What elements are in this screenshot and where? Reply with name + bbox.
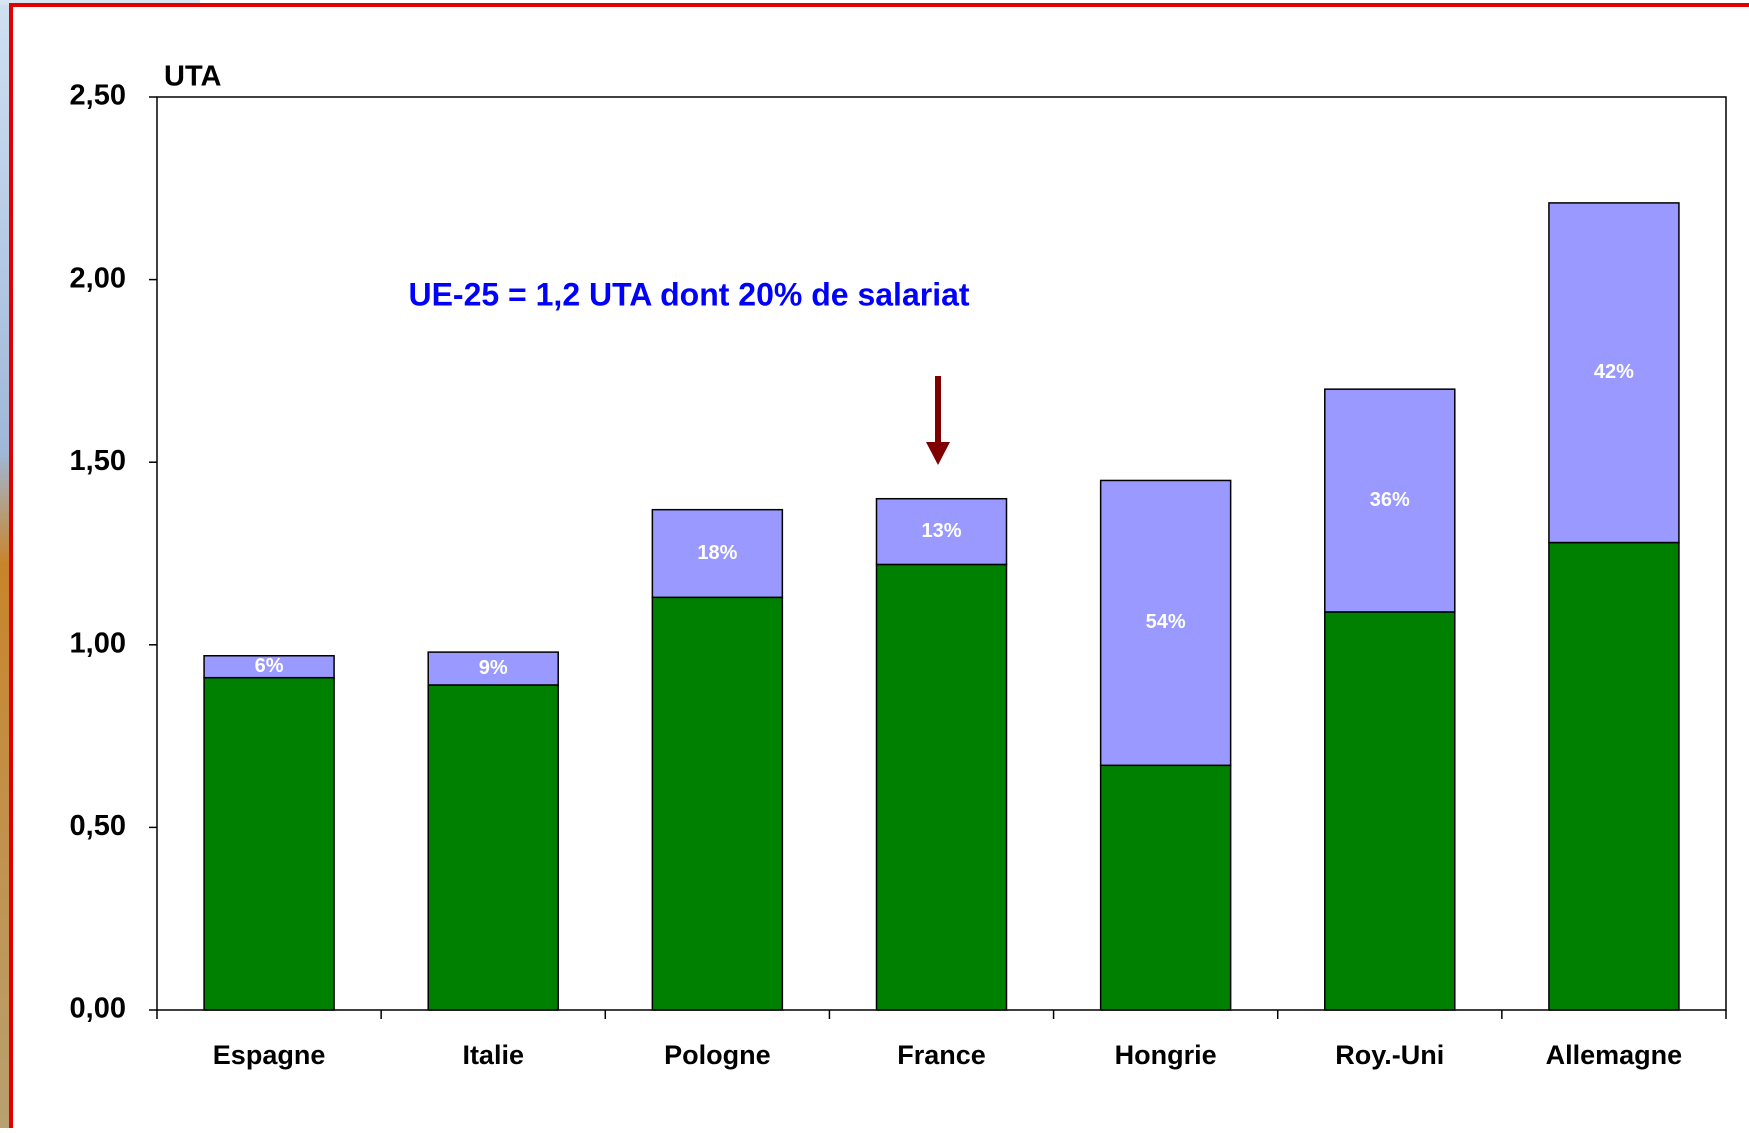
x-tick-label: Espagne xyxy=(213,1040,326,1070)
annotation: UE-25 = 1,2 UTA dont 20% de salariat xyxy=(408,276,969,312)
y-tick-label: 2,00 xyxy=(70,262,126,294)
page: UTA UE-25 = 1,2 UTA dont 20% de salariat… xyxy=(0,0,1749,1128)
share-label: 42% xyxy=(1594,361,1634,383)
x-tick-label: Allemagne xyxy=(1546,1040,1683,1070)
share-label: 13% xyxy=(921,520,961,542)
y-tick-label: 0,50 xyxy=(70,810,126,842)
y-tick-label: 1,50 xyxy=(70,445,126,477)
x-tick-label: Italie xyxy=(462,1040,524,1070)
bar-segment xyxy=(428,685,558,1010)
bar-segment xyxy=(1549,543,1679,1010)
y-tick-label: 0,00 xyxy=(70,993,126,1025)
y-tick-label: 1,00 xyxy=(70,627,126,659)
share-label: 9% xyxy=(479,657,508,679)
bar-segment xyxy=(204,678,334,1010)
share-label: 36% xyxy=(1370,489,1410,511)
y-axis-label: UTA xyxy=(164,61,222,93)
share-label: 54% xyxy=(1146,611,1186,633)
x-tick-label: Roy.-Uni xyxy=(1335,1040,1444,1070)
bar-segment xyxy=(652,597,782,1010)
bar-segment xyxy=(1325,612,1455,1010)
x-tick-label: France xyxy=(897,1040,986,1070)
bar-segment xyxy=(1101,765,1231,1010)
share-label: 18% xyxy=(697,542,737,564)
y-tick-label: 2,50 xyxy=(70,80,126,112)
bar-segment xyxy=(876,564,1006,1010)
chart: UTA UE-25 = 1,2 UTA dont 20% de salariat… xyxy=(0,0,1749,1128)
share-label: 6% xyxy=(255,655,284,677)
x-tick-label: Hongrie xyxy=(1115,1040,1217,1070)
x-tick-label: Pologne xyxy=(664,1040,771,1070)
